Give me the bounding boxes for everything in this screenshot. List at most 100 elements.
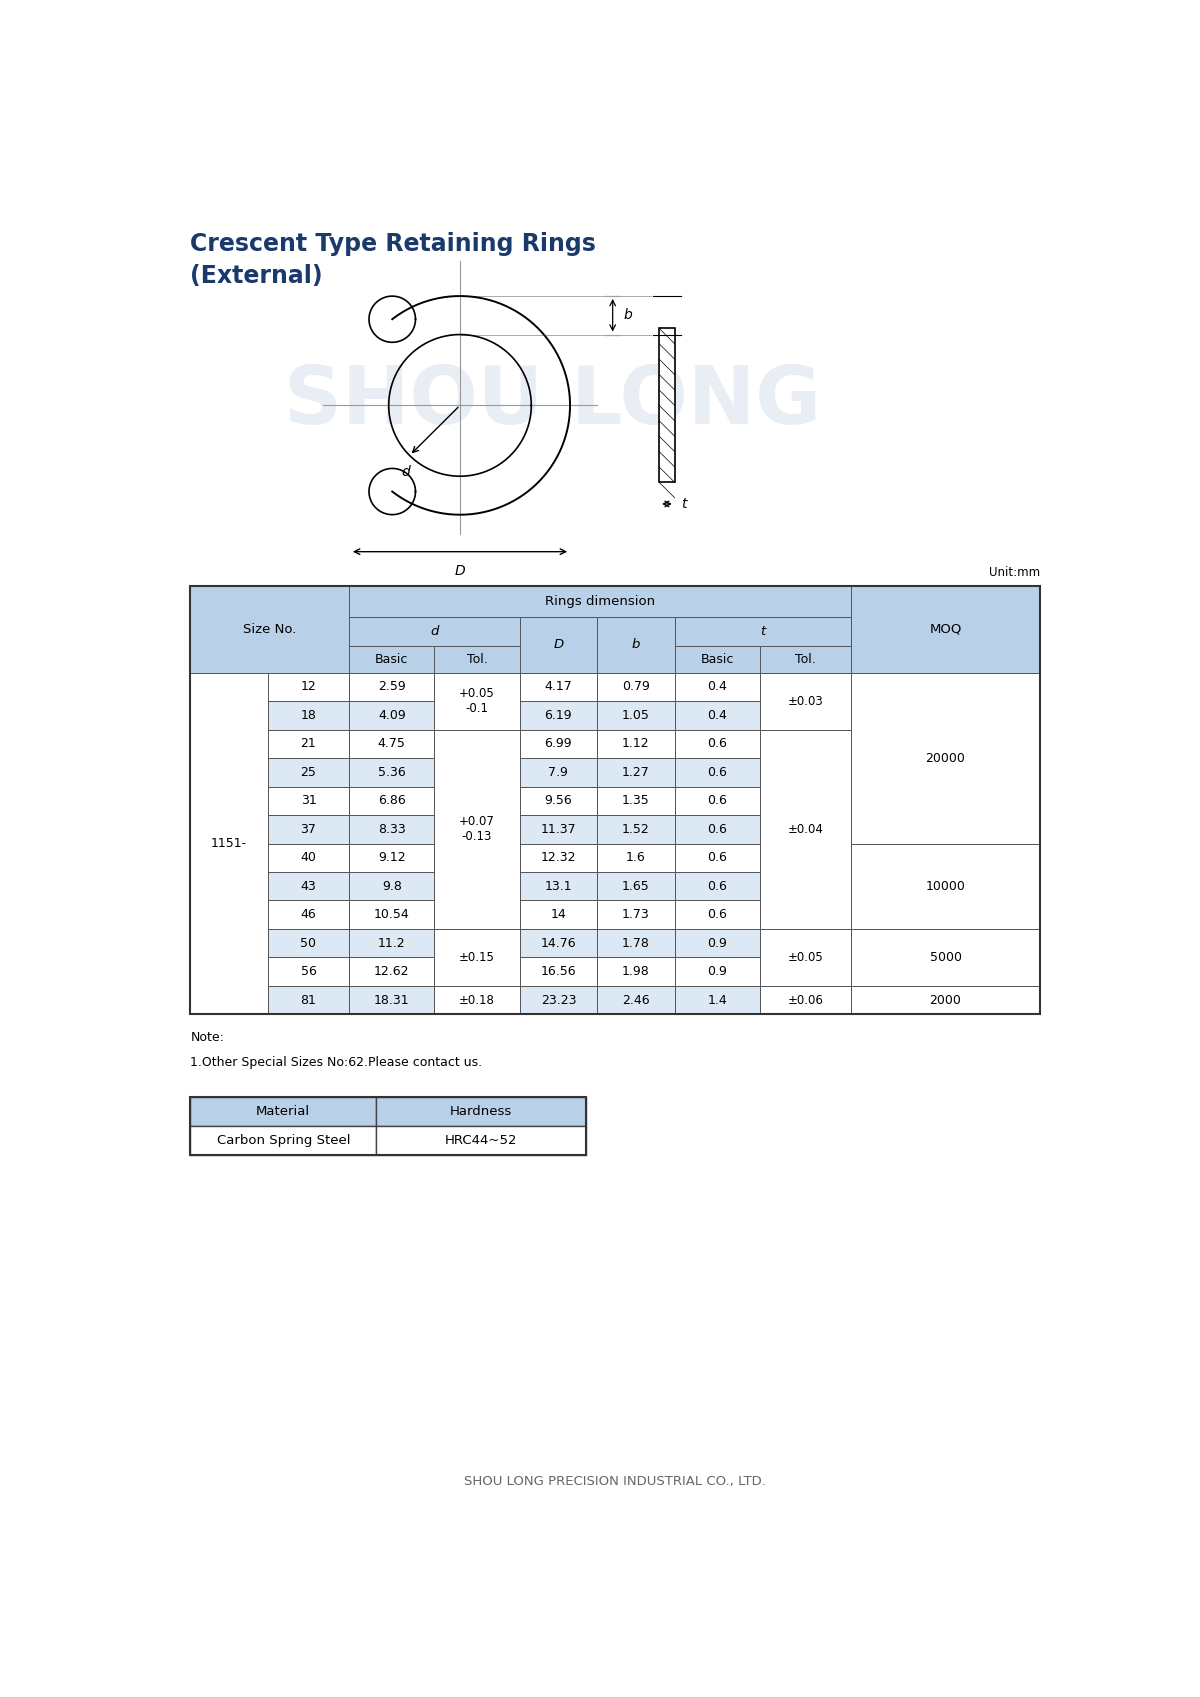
Bar <box>674 759 760 786</box>
Bar <box>349 587 851 618</box>
Text: 43: 43 <box>301 879 317 893</box>
Text: ±0.05: ±0.05 <box>787 950 823 964</box>
Text: 1.65: 1.65 <box>622 879 650 893</box>
Text: ±0.03: ±0.03 <box>787 694 823 708</box>
Bar <box>520 672 598 701</box>
Bar <box>851 986 1039 1015</box>
Bar <box>598 701 674 730</box>
Bar <box>598 786 674 815</box>
Bar <box>434 672 520 730</box>
Text: 12.32: 12.32 <box>541 852 576 864</box>
Text: 56: 56 <box>300 966 317 977</box>
Text: 50: 50 <box>300 937 317 950</box>
Bar <box>851 928 1039 986</box>
Text: 1.52: 1.52 <box>622 823 650 835</box>
Text: 1.73: 1.73 <box>622 908 650 921</box>
Text: 31: 31 <box>301 794 317 808</box>
Bar <box>268 901 349 928</box>
Bar <box>268 815 349 843</box>
Text: ±0.06: ±0.06 <box>787 994 823 1006</box>
Bar <box>760 928 851 986</box>
Text: 2.59: 2.59 <box>378 680 406 694</box>
Bar <box>349 872 434 901</box>
Text: 5000: 5000 <box>930 950 961 964</box>
Text: 0.4: 0.4 <box>707 709 727 721</box>
Text: 1.4: 1.4 <box>708 994 727 1006</box>
Text: 6.86: 6.86 <box>378 794 406 808</box>
Text: 1151-: 1151- <box>211 837 247 850</box>
Text: D: D <box>553 638 564 652</box>
Bar <box>520 986 598 1015</box>
Bar <box>349 701 434 730</box>
Text: b: b <box>624 309 632 322</box>
Bar <box>760 647 851 672</box>
Text: 0.6: 0.6 <box>707 852 727 864</box>
Bar <box>520 730 598 759</box>
Bar <box>191 1096 586 1156</box>
Text: Basic: Basic <box>701 653 734 665</box>
Text: 21: 21 <box>301 736 317 750</box>
Text: b: b <box>631 638 640 652</box>
Bar <box>598 957 674 986</box>
Text: 13.1: 13.1 <box>545 879 572 893</box>
Text: 0.79: 0.79 <box>622 680 650 694</box>
Text: Note:: Note: <box>191 1032 224 1044</box>
Bar <box>268 759 349 786</box>
Text: 9.8: 9.8 <box>382 879 402 893</box>
Text: SHOU LONG PRECISION INDUSTRIAL CO., LTD.: SHOU LONG PRECISION INDUSTRIAL CO., LTD. <box>464 1475 766 1488</box>
Bar <box>349 786 434 815</box>
Bar <box>598 901 674 928</box>
Text: 0.9: 0.9 <box>707 966 727 977</box>
Text: 14: 14 <box>551 908 566 921</box>
Bar <box>674 701 760 730</box>
Bar <box>674 647 760 672</box>
Bar <box>851 843 1039 928</box>
Bar <box>434 986 520 1015</box>
Bar <box>520 901 598 928</box>
Text: 1.Other Special Sizes No:62.Please contact us.: 1.Other Special Sizes No:62.Please conta… <box>191 1056 482 1069</box>
Bar <box>268 701 349 730</box>
Bar <box>349 647 434 672</box>
Bar <box>598 672 674 701</box>
Text: 9.56: 9.56 <box>545 794 572 808</box>
Bar <box>851 587 1039 672</box>
Bar <box>377 1096 586 1127</box>
Text: t: t <box>761 624 766 638</box>
Text: 37: 37 <box>300 823 317 835</box>
Bar <box>268 986 349 1015</box>
Text: 20000: 20000 <box>925 752 966 765</box>
Text: Rings dimension: Rings dimension <box>545 596 655 608</box>
Text: 0.6: 0.6 <box>707 794 727 808</box>
Bar <box>598 759 674 786</box>
Bar <box>659 329 674 482</box>
Bar <box>598 815 674 843</box>
Bar <box>674 957 760 986</box>
Bar <box>268 843 349 872</box>
Text: ±0.18: ±0.18 <box>460 994 494 1006</box>
Bar <box>520 928 598 957</box>
Bar <box>349 730 434 759</box>
Text: 4.09: 4.09 <box>378 709 406 721</box>
Text: 46: 46 <box>301 908 317 921</box>
Text: 0.6: 0.6 <box>707 879 727 893</box>
Text: 1.27: 1.27 <box>622 765 650 779</box>
Text: 4.75: 4.75 <box>378 736 406 750</box>
Text: 0.6: 0.6 <box>707 908 727 921</box>
Bar <box>349 986 434 1015</box>
Bar <box>349 672 434 701</box>
Text: 1.12: 1.12 <box>622 736 649 750</box>
Bar <box>377 1127 586 1156</box>
Bar <box>349 815 434 843</box>
Text: 81: 81 <box>300 994 317 1006</box>
Bar <box>268 672 349 701</box>
Text: 6.99: 6.99 <box>545 736 572 750</box>
Text: 18: 18 <box>300 709 317 721</box>
Text: 7.9: 7.9 <box>548 765 569 779</box>
Bar <box>520 618 598 672</box>
Text: HRC44~52: HRC44~52 <box>445 1134 517 1147</box>
Text: 12.62: 12.62 <box>374 966 409 977</box>
Bar <box>674 901 760 928</box>
Bar <box>520 872 598 901</box>
Text: 1.35: 1.35 <box>622 794 650 808</box>
Text: 6.19: 6.19 <box>545 709 572 721</box>
